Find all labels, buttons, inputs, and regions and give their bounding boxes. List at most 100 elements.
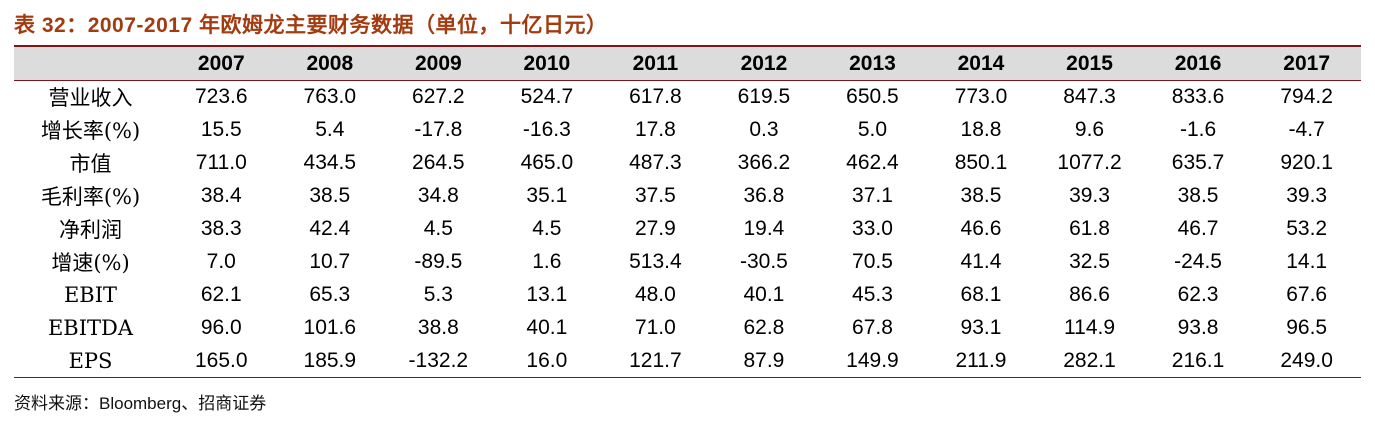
data-cell: 32.5: [1069, 250, 1110, 273]
data-cell: 1077.2: [1057, 151, 1122, 174]
row-label: 增速(%): [51, 251, 130, 275]
data-cell: 27.9: [634, 217, 676, 240]
data-cell: 833.6: [1171, 85, 1225, 109]
table-row: 毛利率(%) 38.4 38.5 34.8 35.1 37.5 36.8 37.1 38.5 39…: [14, 180, 1361, 213]
data-cell: 68.1: [960, 283, 1002, 306]
data-cell: 9.6: [1074, 118, 1105, 141]
data-cell: -17.8: [414, 118, 463, 141]
data-cell: 48.0: [634, 283, 676, 306]
data-cell: 40.1: [743, 283, 785, 306]
data-cell: 36.8: [743, 184, 785, 207]
data-cell: 46.7: [1177, 217, 1219, 240]
data-cell: -132.2: [408, 348, 469, 372]
data-cell: 5.3: [423, 283, 453, 306]
label-column-header: [14, 46, 167, 81]
data-cell: 86.6: [1069, 283, 1110, 306]
data-cell: 71.0: [634, 316, 676, 339]
data-cell: 650.5: [846, 85, 899, 109]
row-label: 增长率(%): [40, 119, 141, 143]
data-cell: 487.3: [629, 151, 682, 174]
year-column-header: 2013: [849, 51, 896, 75]
year-column-header: 2011: [632, 51, 679, 75]
data-cell: 850.1: [954, 151, 1008, 174]
data-cell: 101.6: [303, 316, 357, 339]
data-cell: 10.7: [309, 250, 351, 273]
data-cell: 62.3: [1177, 283, 1219, 306]
data-cell: 40.1: [526, 316, 568, 339]
row-label: EBITDA: [47, 316, 134, 340]
data-cell: 216.1: [1171, 348, 1225, 372]
data-cell: 211.9: [955, 348, 1007, 372]
table-row: 市值 711.0 434.5 264.5 465.0 487.3 366.2 462.4 850…: [14, 147, 1361, 180]
data-cell: 38.8: [417, 316, 459, 339]
data-cell: 46.6: [960, 217, 1002, 240]
data-cell: 38.5: [1177, 184, 1219, 207]
data-cell: 93.1: [960, 316, 1002, 339]
data-cell: 70.5: [852, 250, 893, 273]
table-header: 2007 2008 2009 2010 2011 2012 2013 2014 2015 2016…: [14, 46, 1361, 81]
data-cell: 67.8: [852, 316, 893, 339]
data-cell: 264.5: [412, 151, 465, 174]
data-cell: 723.6: [194, 85, 248, 109]
data-cell: 165.0: [194, 348, 248, 372]
data-cell: 847.3: [1063, 85, 1116, 109]
year-column-header: 2010: [523, 51, 571, 75]
data-cell: 87.9: [743, 348, 785, 372]
year-column-header: 2012: [740, 51, 788, 75]
data-cell: 524.7: [520, 85, 574, 109]
row-label: 净利润: [59, 218, 122, 242]
data-cell: 17.8: [634, 118, 676, 141]
data-cell: 635.7: [1171, 151, 1225, 174]
year-column-header: 2014: [957, 51, 1005, 75]
header-row: 2007 2008 2009 2010 2011 2012 2013 2014 2015 2016…: [14, 46, 1361, 81]
data-cell: 794.2: [1280, 85, 1333, 109]
data-cell: 465.0: [520, 151, 574, 174]
table-title: 表 32：2007-2017 年欧姆龙主要财务数据（单位，十亿日元）: [14, 14, 608, 37]
data-cell: -4.7: [1288, 118, 1325, 141]
row-label: EBIT: [63, 283, 118, 307]
data-cell: 1.6: [532, 250, 562, 273]
year-column-header: 2015: [1066, 51, 1113, 75]
data-cell: 5.4: [315, 118, 345, 141]
data-cell: 62.1: [200, 283, 242, 306]
data-cell: 773.0: [954, 85, 1008, 109]
year-column-header: 2017: [1283, 51, 1331, 75]
row-label: 营业收入: [48, 86, 133, 111]
source-note: 资料来源：Bloomberg、招商证券: [14, 394, 267, 413]
data-cell: 617.8: [629, 85, 682, 109]
financial-data-table: 2007 2008 2009 2010 2011 2012 2013 2014 2015 2016…: [14, 45, 1361, 378]
data-cell: 282.1: [1063, 348, 1116, 372]
data-cell: 513.4: [629, 250, 682, 273]
data-cell: 41.4: [960, 250, 1002, 273]
data-cell: 61.8: [1069, 217, 1110, 240]
data-cell: 18.8: [960, 118, 1002, 141]
data-cell: 62.8: [743, 316, 785, 339]
data-cell: 249.0: [1280, 348, 1333, 372]
data-cell: 35.1: [526, 184, 568, 207]
table-body: 营业收入 723.6 763.0 627.2 524.7 617.8 619.5 650.5 7…: [14, 81, 1361, 378]
row-label: 毛利率(%): [40, 185, 141, 209]
row-label: EPS: [68, 348, 113, 373]
data-cell: 53.2: [1286, 217, 1328, 240]
data-cell: 37.5: [634, 184, 676, 207]
table-row: 增速(%) 7.0 10.7 -89.5 1.6 513.4 -30.5 70.5 41.4 32…: [14, 246, 1361, 279]
data-cell: 366.2: [737, 151, 791, 174]
table-row: EPS 165.0 185.9 -132.2 16.0 121.7 87.9 149.9 211…: [14, 345, 1361, 378]
data-cell: 38.3: [200, 217, 242, 240]
data-cell: 93.8: [1177, 316, 1219, 339]
data-cell: -16.3: [522, 118, 571, 141]
data-cell: 42.4: [309, 217, 351, 240]
data-cell: 67.6: [1286, 283, 1328, 306]
data-cell: 34.8: [417, 184, 459, 207]
year-column-header: 2007: [197, 51, 245, 75]
data-cell: 96.5: [1286, 316, 1328, 339]
data-cell: 4.5: [532, 217, 562, 240]
table-row: EBIT 62.1 65.3 5.3 13.1 48.0 40.1 45.3 68.1 86.6 6…: [14, 279, 1361, 312]
data-cell: 711.0: [195, 151, 247, 174]
data-cell: 434.5: [303, 151, 357, 174]
data-cell: 38.4: [200, 184, 242, 207]
data-cell: 619.5: [737, 85, 791, 109]
table-row: EBITDA 96.0 101.6 38.8 40.1 71.0 62.8 67.8 93.1 1…: [14, 312, 1361, 345]
data-cell: 13.1: [526, 283, 568, 306]
